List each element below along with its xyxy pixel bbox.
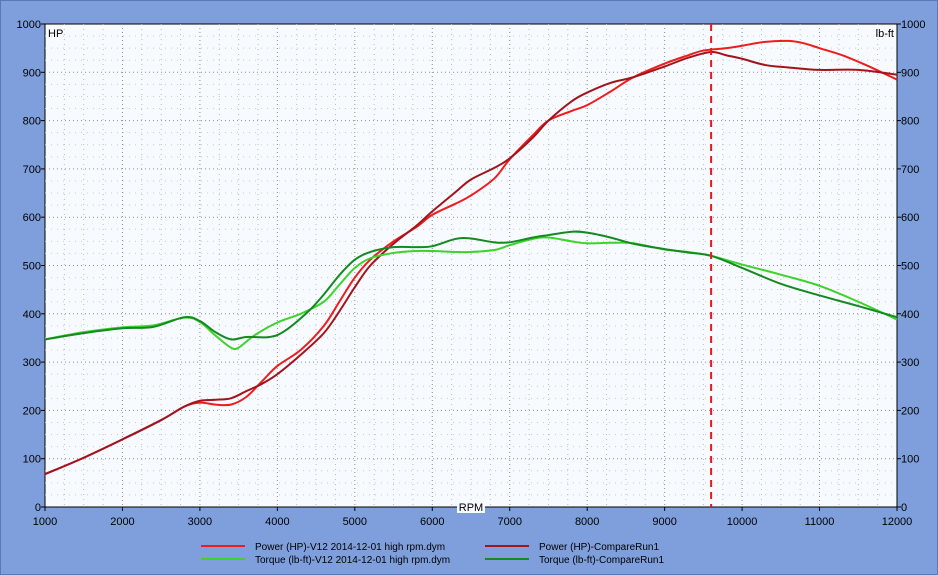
series-power-comparerun1-line (44, 50, 898, 476)
legend-entry: Power (HP)-V12 2014-12-01 high rpm.dym (255, 542, 445, 553)
x-tick-label: 12000 (882, 516, 913, 528)
axis-ticks: 1000 2000 3000 4000 5000 6000 7000 8000 9000 1000… (17, 19, 926, 528)
series-torque-comparerun1-line (44, 230, 898, 341)
y-right-tick-label: 300 (901, 357, 919, 369)
y-right-tick-label: 400 (901, 309, 919, 321)
legend-entry: Torque (lb-ft)-V12 2014-12-01 high rpm.d… (255, 555, 450, 566)
y-right-tick-label: 1000 (901, 19, 925, 31)
x-tick-label: 7000 (497, 516, 521, 528)
y-right-tick-label: 600 (901, 212, 919, 224)
x-tick-label: 9000 (652, 516, 676, 528)
x-tick-label: 2000 (110, 516, 134, 528)
y-right-tick-label: 900 (901, 67, 919, 79)
series-lines (44, 39, 898, 476)
y-left-tick-label: 200 (23, 405, 41, 417)
y-right-tick-label: 200 (901, 405, 919, 417)
y-left-axis-label: HP (48, 28, 63, 40)
y-left-tick-label: 1000 (17, 19, 41, 31)
x-axis-label-box: RPM (457, 500, 485, 514)
y-right-tick-label: 100 (901, 454, 919, 466)
y-left-tick-label: 700 (23, 164, 41, 176)
x-tick-label: 4000 (265, 516, 289, 528)
x-tick-label: 5000 (343, 516, 367, 528)
y-left-tick-label: 0 (35, 502, 41, 514)
legend: Power (HP)-V12 2014-12-01 high rpm.dym Po… (201, 542, 664, 566)
series-power-v12-line (44, 39, 898, 476)
y-left-tick-label: 500 (23, 261, 41, 273)
x-tick-label: 10000 (727, 516, 758, 528)
y-left-tick-label: 100 (23, 454, 41, 466)
legend-entry: Power (HP)-CompareRun1 (539, 542, 659, 553)
y-left-tick-label: 800 (23, 116, 41, 128)
y-left-tick-label: 300 (23, 357, 41, 369)
y-right-axis-label: lb-ft (876, 28, 894, 40)
y-left-tick-label: 900 (23, 67, 41, 79)
legend-entry: Torque (lb-ft)-CompareRun1 (539, 555, 664, 566)
x-tick-label: 1000 (33, 516, 57, 528)
y-left-tick-label: 400 (23, 309, 41, 321)
x-tick-label: 8000 (575, 516, 599, 528)
y-right-tick-label: 500 (901, 261, 919, 273)
x-tick-label: 11000 (805, 516, 835, 528)
y-right-tick-label: 700 (901, 164, 919, 176)
y-right-tick-label: 0 (901, 502, 907, 514)
y-left-tick-label: 600 (23, 212, 41, 224)
y-right-tick-label: 800 (901, 116, 919, 128)
x-tick-label: 3000 (188, 516, 212, 528)
x-tick-label: 6000 (420, 516, 444, 528)
x-axis-label: RPM (459, 502, 483, 514)
